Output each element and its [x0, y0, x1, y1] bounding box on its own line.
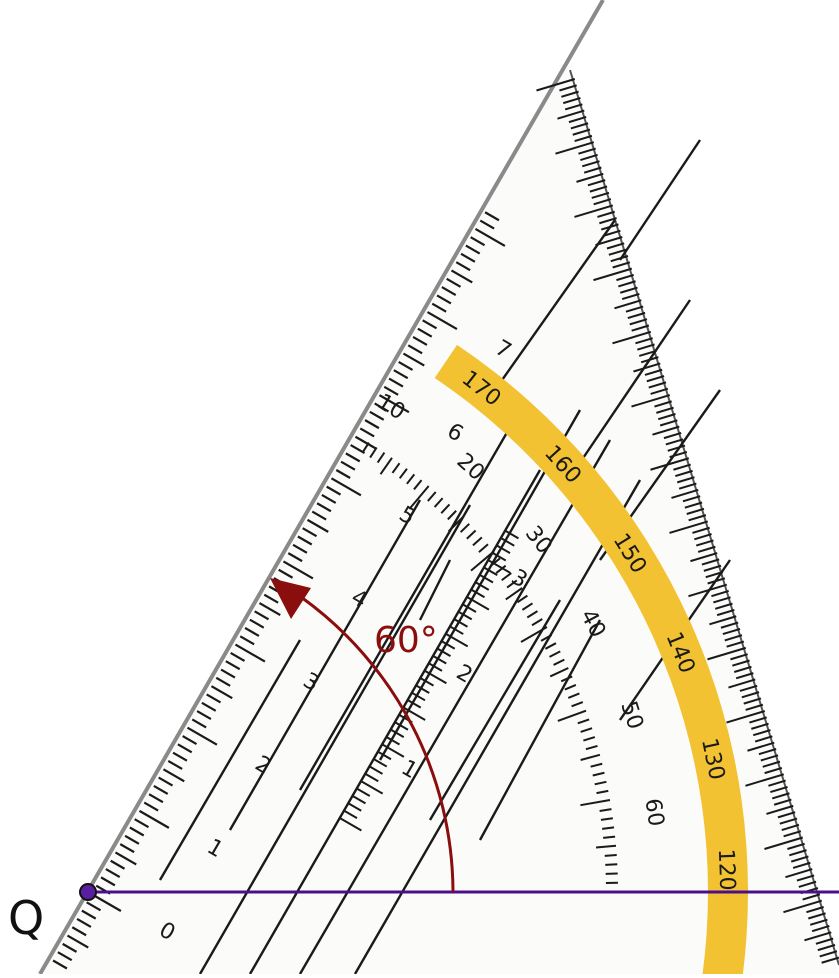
protractor-tick: [605, 855, 617, 856]
protractor-tick: [603, 837, 615, 838]
outer-degree-label: 120: [713, 848, 739, 891]
angle-label: 60°: [374, 620, 438, 661]
point-q-label: Q: [8, 891, 44, 945]
point-q[interactable]: [80, 884, 96, 900]
inner-degree-label: 60: [640, 797, 669, 828]
protractor-tick: [605, 864, 617, 865]
guide-line: [620, 140, 700, 260]
